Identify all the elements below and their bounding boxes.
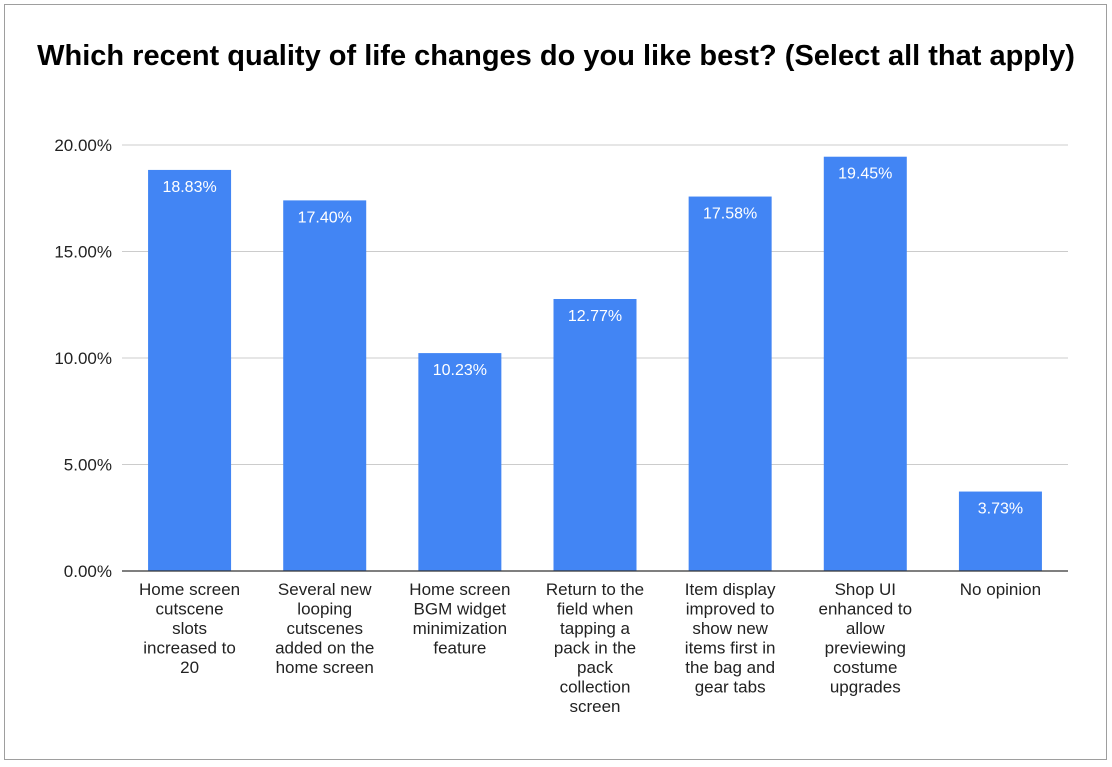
x-tick-label-line: Home screen xyxy=(139,580,240,599)
data-label: 17.58% xyxy=(703,206,757,223)
data-label: 12.77% xyxy=(568,308,622,325)
x-tick-label-line: the bag and xyxy=(685,658,775,677)
x-tick-label-line: home screen xyxy=(276,658,374,677)
x-tick-label-line: Return to the xyxy=(546,580,644,599)
y-axis: 0.00% 5.00% 10.00% 15.00% 20.00% xyxy=(54,136,112,581)
bar xyxy=(688,196,772,571)
x-tick-label: Several new looping cutscenes added on the h… xyxy=(275,580,374,677)
x-tick-label: Home screen BGM widget minimization feature xyxy=(409,580,510,658)
x-tick-label-line: Shop UI xyxy=(835,580,896,599)
x-tick-label-line: items first in xyxy=(685,639,776,658)
y-tick-label: 20.00% xyxy=(54,136,112,155)
y-tick-label: 0.00% xyxy=(64,562,112,581)
bar xyxy=(418,353,502,571)
x-tick-label-line: pack in the xyxy=(554,639,636,658)
x-tick-label-line: pack xyxy=(577,658,613,677)
x-tick-label-line: field when xyxy=(557,600,634,619)
x-tick-label-line: allow xyxy=(846,619,885,638)
x-tick-label-line: enhanced to xyxy=(818,600,912,619)
x-tick-label-line: costume xyxy=(833,658,897,677)
x-tick-label: Item display improved to show new items fir… xyxy=(685,580,776,697)
x-tick-label-line: added on the xyxy=(275,639,374,658)
x-tick-label-line: tapping a xyxy=(560,619,630,638)
x-tick-label-line: 20 xyxy=(180,658,199,677)
x-tick-label-line: Several new xyxy=(278,580,372,599)
x-tick-label: No opinion xyxy=(960,580,1041,599)
x-tick-label-line: improved to xyxy=(686,600,775,619)
x-tick-label-line: slots xyxy=(172,619,207,638)
x-tick-label-line: minimization xyxy=(413,619,507,638)
x-tick-label-line: cutscenes xyxy=(286,619,363,638)
x-tick-label-line: Item display xyxy=(685,580,776,599)
bars: 18.83% 17.40% 10.23% 12.77% 17.58% 19.45% 3.73… xyxy=(148,156,1042,571)
x-tick-label: Home screen cutscene slots increased to 20 xyxy=(139,580,240,677)
bar xyxy=(553,298,637,571)
x-tick-label-line: upgrades xyxy=(830,678,901,697)
data-label: 18.83% xyxy=(162,179,216,196)
x-axis: Home screen cutscene slots increased to 20Se… xyxy=(122,570,1068,716)
chart-title: Which recent quality of life changes do … xyxy=(37,40,1075,72)
x-tick-label-line: collection xyxy=(560,678,631,697)
y-tick-label: 5.00% xyxy=(64,456,112,475)
bar xyxy=(148,169,232,571)
x-tick-label-line: Home screen xyxy=(409,580,510,599)
x-tick-label-line: BGM widget xyxy=(414,600,507,619)
data-label: 3.73% xyxy=(978,501,1023,518)
x-tick-label-line: feature xyxy=(433,639,486,658)
data-label: 19.45% xyxy=(838,166,892,183)
data-label: 10.23% xyxy=(433,362,487,379)
data-label: 17.40% xyxy=(298,209,352,226)
y-tick-label: 10.00% xyxy=(54,349,112,368)
x-tick-label-line: previewing xyxy=(825,639,906,658)
x-tick-label-line: cutscene xyxy=(156,600,224,619)
x-tick-label: Shop UI enhanced to allow previewing costume… xyxy=(818,580,912,697)
x-tick-label-line: No opinion xyxy=(960,580,1041,599)
x-tick-label-line: gear tabs xyxy=(695,678,766,697)
bar xyxy=(958,491,1042,571)
x-tick-label-line: screen xyxy=(569,697,620,716)
bar xyxy=(823,156,907,571)
y-tick-label: 15.00% xyxy=(54,243,112,262)
x-tick-label-line: looping xyxy=(297,600,352,619)
bar xyxy=(283,200,367,571)
x-tick-label-line: increased to xyxy=(143,639,236,658)
x-tick-label-line: show new xyxy=(692,619,768,638)
x-tick-label: Return to the field when tapping a pack in … xyxy=(546,580,644,716)
